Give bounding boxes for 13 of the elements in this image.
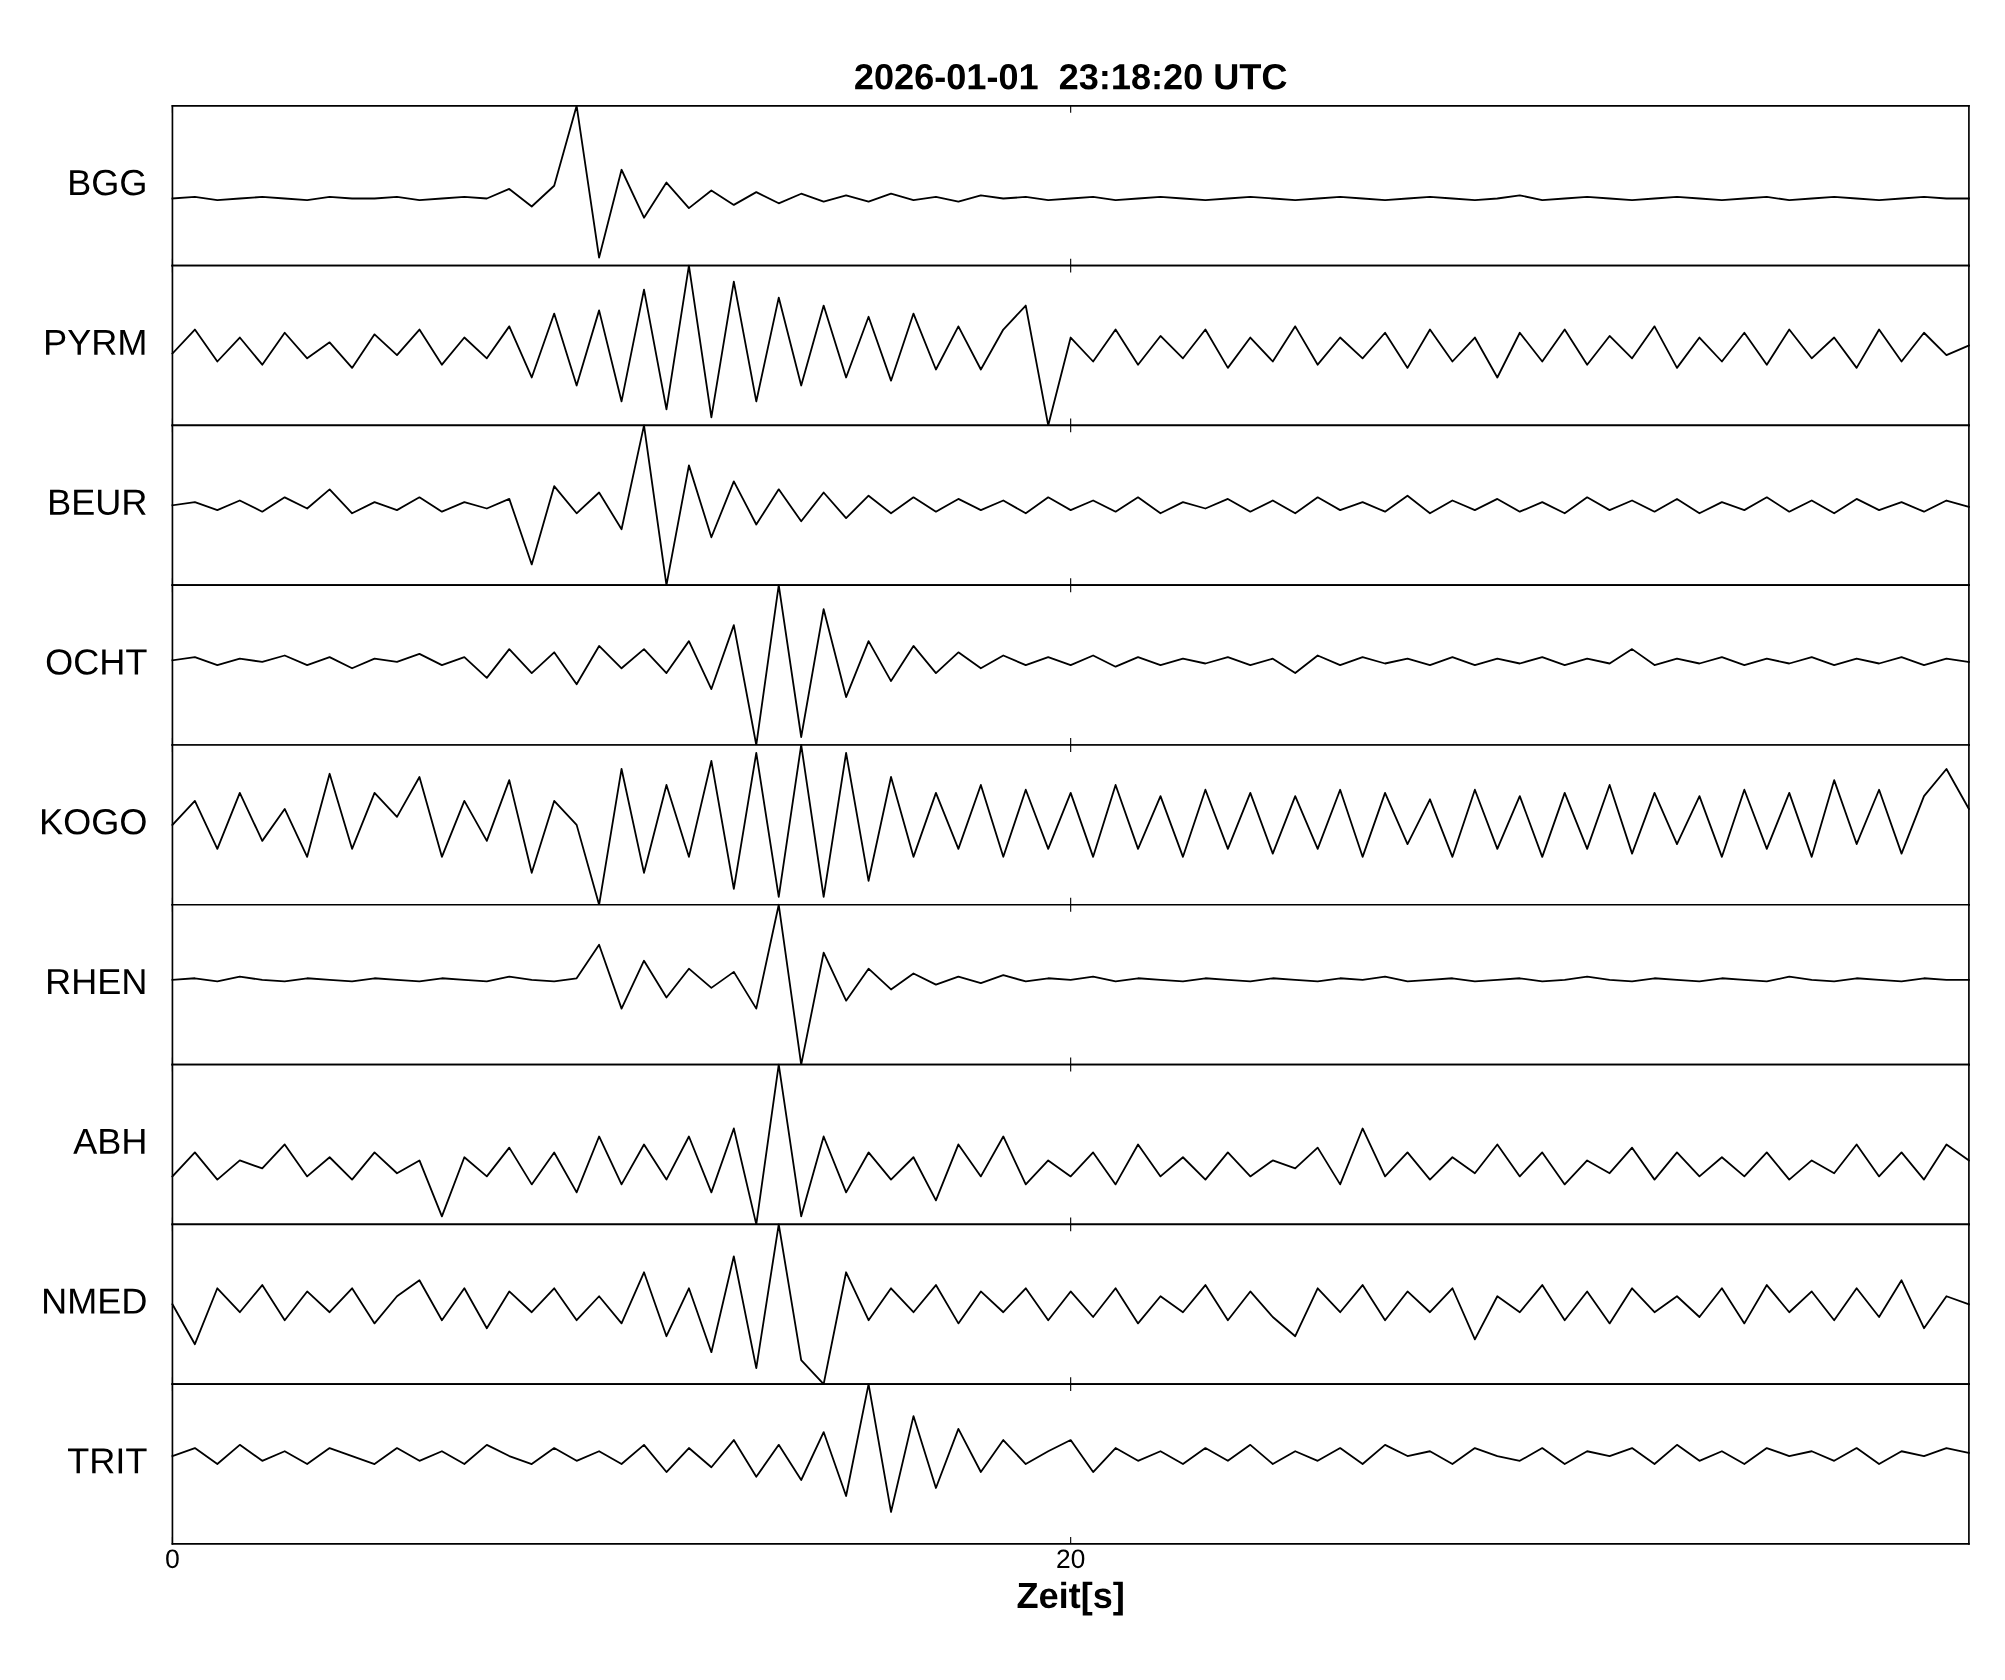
x-tick-label: 20	[1057, 1549, 1085, 1569]
y-axis-title: BEUR	[50, 489, 146, 515]
y-axis-title: TRIT	[68, 1448, 147, 1474]
y-axis-title: KOGO	[42, 809, 146, 835]
y-axis-title: ABH	[73, 1128, 145, 1154]
y-axis-title: NMED	[44, 1288, 146, 1314]
y-axis-title: RHEN	[48, 969, 145, 994]
y-axis-title: OCHT	[46, 649, 147, 675]
y-axis-title: BGG	[70, 169, 145, 196]
x-tick-label: 0	[166, 1549, 179, 1569]
chart-title: 2026-01-01 23:18:20 UTC	[855, 63, 1287, 90]
x-axis-title: Zeit[s]	[1017, 1581, 1123, 1616]
y-axis-title: PYRM	[46, 330, 145, 355]
